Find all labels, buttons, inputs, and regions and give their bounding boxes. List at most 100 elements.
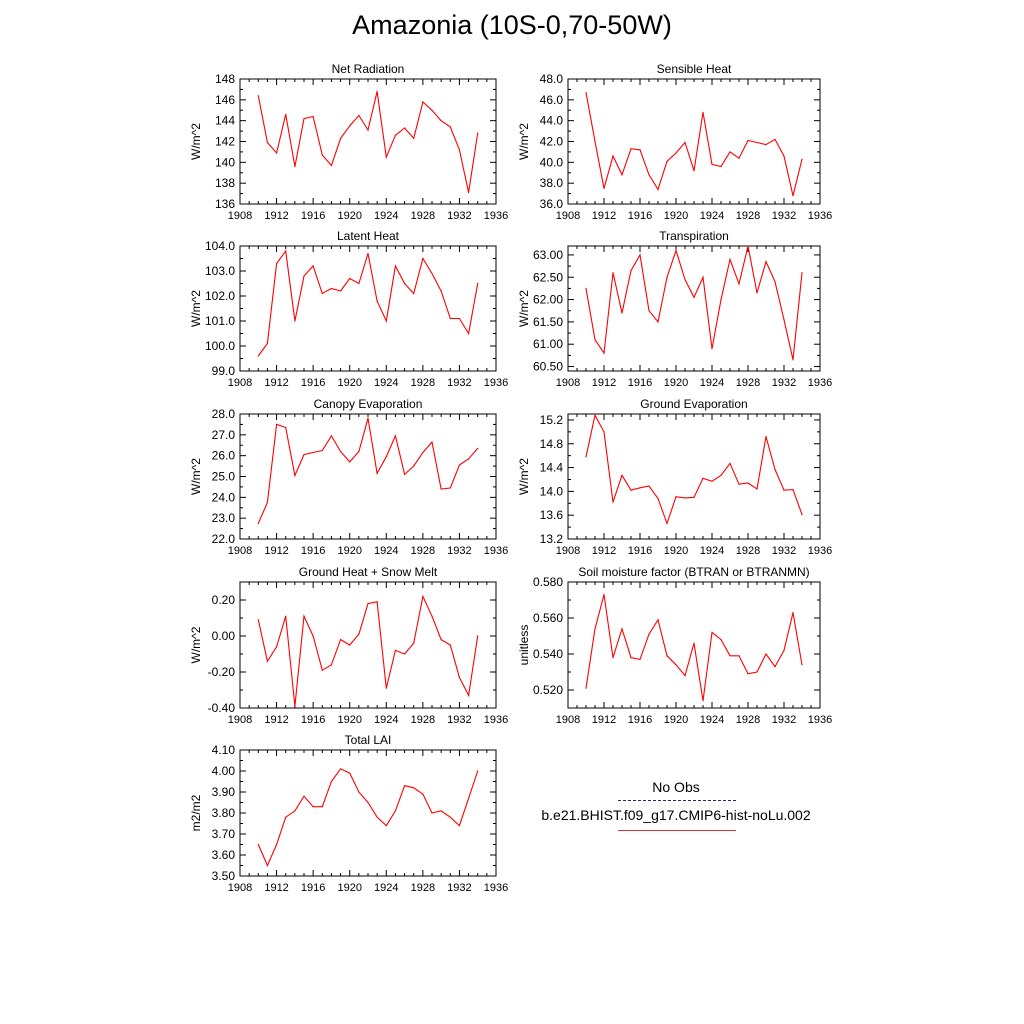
data-point <box>756 671 758 673</box>
y-tick-label: -0.20 <box>208 665 236 679</box>
data-point <box>594 628 596 630</box>
data-point <box>266 864 269 867</box>
data-point <box>394 649 397 652</box>
y-tick-label: 60.50 <box>533 360 563 374</box>
page-title: Amazonia (10S-0,70-50W) <box>352 10 672 40</box>
y-tick-label: 14.0 <box>540 484 564 498</box>
data-point <box>339 450 342 453</box>
y-tick-label: 136 <box>215 197 235 211</box>
data-point <box>612 155 614 157</box>
x-tick-label: 1920 <box>337 882 361 894</box>
y-tick-label: 103.0 <box>205 264 235 278</box>
y-tick-label: 140 <box>215 155 235 169</box>
data-point <box>738 283 740 285</box>
plot-frame <box>239 78 497 205</box>
x-tick-label: 1916 <box>301 545 325 557</box>
data-point <box>792 612 794 614</box>
x-tick-label: 1924 <box>374 377 398 389</box>
data-point <box>367 417 369 419</box>
plot-frame <box>239 413 497 540</box>
x-tick-label: 1908 <box>228 882 252 894</box>
x-tick-label: 1908 <box>228 545 252 557</box>
x-tick-label: 1924 <box>700 210 724 222</box>
data-point <box>349 125 351 127</box>
data-point <box>266 141 269 144</box>
y-axis-label: W/m^2 <box>517 290 531 327</box>
data-point <box>367 603 369 605</box>
data-point <box>275 843 278 846</box>
data-point <box>756 141 758 144</box>
x-tick-label: 1932 <box>447 210 471 222</box>
x-tick-label: 1932 <box>447 377 471 389</box>
data-point <box>403 282 406 285</box>
data-point <box>285 615 287 617</box>
data-point <box>603 594 605 596</box>
x-tick-label: 1912 <box>592 545 616 557</box>
x-tick-label: 1916 <box>301 714 325 726</box>
data-point <box>303 795 305 797</box>
x-tick-label: 1908 <box>228 377 252 389</box>
data-point <box>458 676 461 679</box>
x-tick-label: 1932 <box>447 882 471 894</box>
x-tick-label: 1920 <box>337 377 361 389</box>
x-tick-label: 1920 <box>664 377 688 389</box>
data-point <box>385 320 387 322</box>
data-point <box>367 129 369 131</box>
data-point <box>675 249 677 252</box>
y-tick-label: 13.2 <box>540 532 564 546</box>
data-point <box>783 319 785 321</box>
data-point <box>612 657 614 659</box>
x-tick-label: 1916 <box>628 545 652 557</box>
data-point <box>621 312 623 314</box>
data-point <box>403 653 406 655</box>
series-line <box>585 92 803 196</box>
x-tick-label: 1924 <box>374 882 398 894</box>
data-point <box>729 151 731 153</box>
y-tick-label: 61.50 <box>533 315 563 329</box>
data-point <box>394 265 397 267</box>
x-tick-label: 1928 <box>411 377 435 389</box>
data-point <box>403 785 406 787</box>
data-point <box>385 156 387 158</box>
data-point <box>702 111 704 113</box>
data-point <box>621 628 623 630</box>
x-tick-label: 1928 <box>736 714 760 726</box>
data-point <box>693 642 695 644</box>
data-point <box>467 332 470 335</box>
data-point <box>477 770 479 772</box>
y-tick-label: 138 <box>215 176 235 190</box>
y-tick-label: 62.50 <box>533 270 563 284</box>
y-tick-label: 42.0 <box>540 135 564 149</box>
data-point <box>285 113 287 116</box>
data-point <box>693 496 695 498</box>
x-tick-label: 1932 <box>772 210 796 222</box>
data-point <box>630 489 632 491</box>
y-axis-label: W/m^2 <box>189 626 203 663</box>
data-point <box>349 772 351 774</box>
data-point <box>339 768 342 770</box>
data-point <box>413 642 415 644</box>
y-tick-label: 3.80 <box>212 806 236 820</box>
data-point <box>585 456 587 458</box>
y-tick-label: 3.90 <box>212 785 236 799</box>
y-tick-label: 24.0 <box>212 490 236 504</box>
data-point <box>729 655 731 657</box>
data-point <box>477 282 479 285</box>
data-point <box>394 435 397 437</box>
data-point <box>349 461 351 463</box>
y-tick-label: 26.0 <box>212 449 236 463</box>
data-point <box>774 666 776 668</box>
data-point <box>312 451 314 454</box>
legend-obs-line <box>618 800 736 801</box>
x-tick-label: 1928 <box>736 210 760 222</box>
chart-sensible-heat: Sensible Heat W/m^2 1908 1912 1916 1920 1924 19… <box>517 62 832 222</box>
y-tick-label: 48.0 <box>540 72 564 86</box>
x-tick-label: 1936 <box>808 545 832 557</box>
y-tick-label: 4.00 <box>212 764 236 778</box>
y-tick-label: 101.0 <box>205 314 235 328</box>
y-tick-label: 4.10 <box>212 743 236 757</box>
chart-total-lai: Total LAI m2/m2 1908 1912 1916 1920 1924 1928 19… <box>189 733 508 894</box>
y-axis-label: W/m^2 <box>189 458 203 495</box>
data-point <box>675 496 677 498</box>
data-point <box>666 160 668 162</box>
